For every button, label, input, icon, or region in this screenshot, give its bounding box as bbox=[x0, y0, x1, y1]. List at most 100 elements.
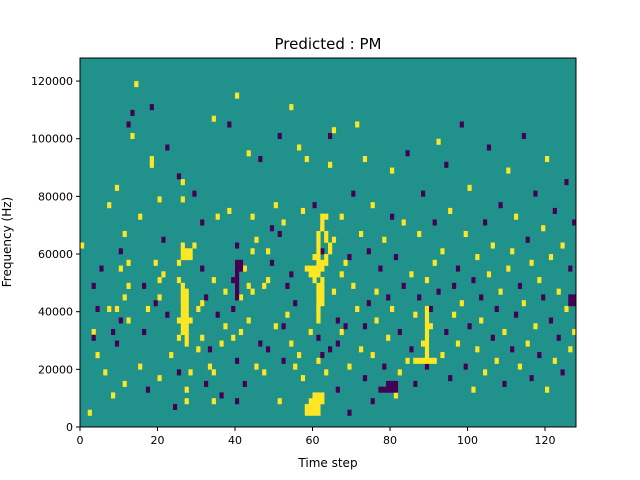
heatmap-cell bbox=[560, 369, 565, 376]
heatmap-cell bbox=[548, 254, 554, 261]
heatmap-cell bbox=[424, 357, 430, 364]
heatmap-cell bbox=[378, 265, 383, 272]
heatmap-cell bbox=[502, 328, 507, 336]
heatmap-cell bbox=[424, 363, 430, 370]
heatmap-cell bbox=[126, 282, 131, 289]
heatmap-cell bbox=[382, 236, 387, 243]
heatmap-cell bbox=[316, 236, 321, 243]
heatmap-cell bbox=[479, 317, 484, 324]
heatmap-cell bbox=[176, 334, 182, 341]
heatmap-cell bbox=[126, 259, 131, 266]
heatmap-cell bbox=[471, 386, 476, 393]
heatmap-cell bbox=[355, 121, 360, 128]
heatmap-cell bbox=[149, 156, 154, 163]
heatmap-cell bbox=[289, 340, 294, 347]
heatmap-cell bbox=[246, 317, 251, 324]
heatmap-cell bbox=[424, 277, 430, 284]
heatmap-cell bbox=[424, 334, 430, 341]
heatmap-cell bbox=[130, 109, 135, 116]
heatmap-cell bbox=[424, 323, 430, 330]
heatmap-cell bbox=[320, 352, 325, 359]
heatmap-cell bbox=[413, 357, 418, 364]
heatmap-cell bbox=[285, 311, 290, 318]
heatmap-cell bbox=[405, 357, 410, 364]
heatmap-cell bbox=[320, 294, 325, 301]
heatmap-cell bbox=[196, 346, 201, 353]
heatmap-cell bbox=[386, 294, 391, 301]
heatmap-cell bbox=[366, 248, 371, 255]
heatmap-cell bbox=[184, 317, 189, 324]
heatmap-cell bbox=[231, 334, 236, 341]
y-axis: 0 20000 40000 60000 80000 100000 120000 bbox=[31, 75, 80, 434]
heatmap-cell bbox=[335, 386, 340, 393]
heatmap-cell bbox=[126, 317, 131, 324]
heatmap-cell bbox=[339, 328, 344, 336]
heatmap-cell bbox=[316, 282, 321, 289]
heatmap-cell bbox=[339, 271, 344, 278]
heatmap-cell bbox=[366, 300, 371, 307]
heatmap-cell bbox=[572, 219, 577, 226]
heatmap-cell bbox=[316, 300, 321, 307]
x-axis-label: Time step bbox=[297, 456, 357, 470]
heatmap-cell bbox=[424, 346, 430, 353]
heatmap-cell bbox=[432, 219, 437, 226]
heatmap-cell bbox=[200, 334, 205, 341]
heatmap-cell bbox=[316, 248, 321, 255]
heatmap-cell bbox=[180, 179, 185, 186]
heatmap-cell bbox=[312, 409, 317, 416]
heatmap-cell bbox=[285, 282, 290, 289]
heatmap-cell bbox=[494, 357, 499, 364]
heatmap-cell bbox=[370, 398, 375, 405]
heatmap-cell bbox=[320, 259, 325, 266]
heatmap-cell bbox=[316, 392, 321, 399]
heatmap-cell bbox=[362, 156, 368, 163]
heatmap-cell bbox=[184, 254, 189, 261]
heatmap-cell bbox=[142, 282, 147, 289]
heatmap-cell bbox=[235, 242, 240, 249]
heatmap-cell bbox=[312, 265, 317, 272]
heatmap-cell bbox=[467, 323, 472, 330]
heatmap-cell bbox=[289, 104, 294, 111]
heatmap-cell bbox=[436, 288, 441, 295]
heatmap-cell bbox=[506, 167, 511, 174]
heatmap-cell bbox=[91, 282, 96, 289]
heatmap-cell bbox=[312, 271, 317, 278]
heatmap-cell bbox=[390, 167, 395, 174]
heatmap-cell bbox=[207, 363, 213, 370]
heatmap-cell bbox=[277, 398, 282, 405]
heatmap-cell bbox=[529, 259, 534, 266]
heatmap-cell bbox=[459, 121, 464, 128]
heatmap-cell bbox=[510, 248, 515, 255]
heatmap-cell bbox=[393, 386, 399, 393]
heatmap-cell bbox=[95, 352, 100, 359]
heatmap-cell bbox=[316, 403, 321, 411]
heatmap-cell bbox=[281, 219, 286, 226]
heatmap-cell bbox=[409, 271, 414, 278]
heatmap-cell bbox=[525, 236, 530, 243]
heatmap-cell bbox=[448, 375, 453, 382]
heatmap-cell bbox=[374, 288, 379, 295]
heatmap-cell bbox=[432, 357, 437, 364]
heatmap-cell bbox=[320, 219, 325, 226]
heatmap-cell bbox=[304, 403, 309, 411]
heatmap-cell bbox=[157, 375, 162, 382]
heatmap-cell bbox=[444, 328, 449, 336]
heatmap-cell bbox=[161, 271, 166, 278]
heatmap-cell bbox=[459, 300, 464, 307]
heatmap-cell bbox=[324, 230, 329, 238]
heatmap-cell bbox=[118, 265, 123, 272]
heatmap-cell bbox=[297, 144, 302, 151]
x-tick-label: 20 bbox=[151, 434, 165, 447]
heatmap-cell bbox=[533, 190, 538, 197]
heatmap-cell bbox=[262, 282, 267, 289]
heatmap-cell bbox=[316, 357, 321, 364]
heatmap-cell bbox=[568, 300, 573, 307]
heatmap-cell bbox=[424, 311, 430, 318]
heatmap-cell bbox=[486, 144, 492, 151]
heatmap-cell bbox=[250, 213, 255, 220]
heatmap-cell bbox=[238, 328, 244, 336]
heatmap-cell bbox=[173, 403, 178, 411]
heatmap-cell bbox=[347, 254, 352, 261]
heatmap-cell bbox=[293, 300, 298, 307]
heatmap-cell bbox=[320, 288, 325, 295]
